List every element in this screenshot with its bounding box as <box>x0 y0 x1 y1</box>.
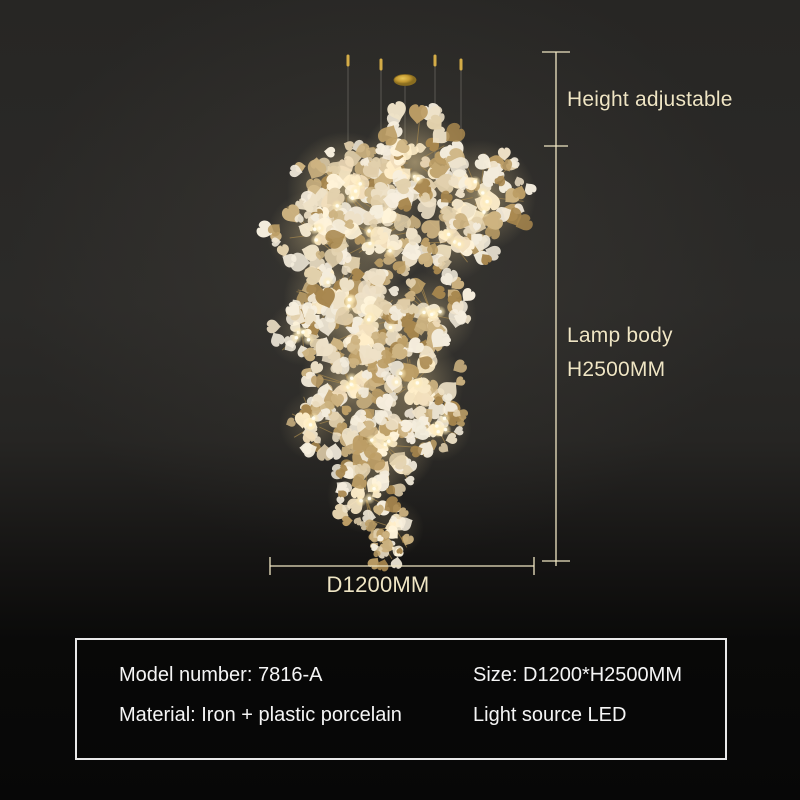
spec-model-number: Model number: 7816-A <box>119 664 323 686</box>
ceiling-canopy <box>393 74 417 86</box>
spec-light-source: Light source LED <box>473 704 627 726</box>
lamp-body-label-line1: Lamp body <box>567 324 673 347</box>
height-adjustable-label: Height adjustable <box>567 88 733 111</box>
lamp-body-label: Lamp body H2500MM <box>567 319 673 387</box>
spec-material: Material: Iron + plastic porcelain <box>119 704 402 726</box>
diameter-label: D1200MM <box>326 572 430 597</box>
spec-size: Size: D1200*H2500MM <box>473 664 682 686</box>
lamp-body-height-value: H2500MM <box>567 358 666 381</box>
dimension-lines <box>269 51 570 575</box>
led-light-points <box>290 170 494 507</box>
spec-box: Model number: 7816-A Size: D1200*H2500MM… <box>75 638 727 760</box>
